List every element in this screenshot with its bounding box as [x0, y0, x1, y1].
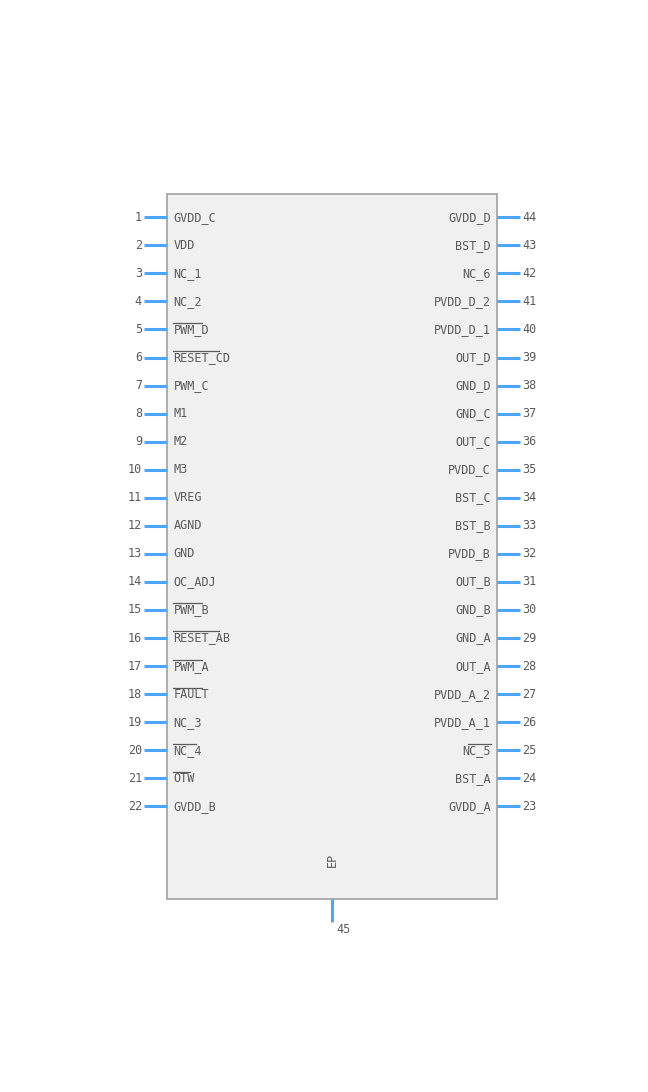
Text: PVDD_A_1: PVDD_A_1 [434, 715, 491, 728]
Text: M3: M3 [174, 463, 188, 476]
Text: BST_B: BST_B [455, 520, 491, 532]
Text: 42: 42 [522, 266, 537, 280]
Text: VDD: VDD [174, 239, 195, 252]
Text: 5: 5 [135, 323, 142, 336]
Text: OTW: OTW [174, 772, 195, 785]
Text: NC_5: NC_5 [462, 744, 491, 757]
Text: M1: M1 [174, 407, 188, 420]
Text: 16: 16 [128, 631, 142, 644]
Text: 6: 6 [135, 351, 142, 364]
Text: 36: 36 [522, 436, 537, 448]
Text: EP: EP [325, 853, 339, 867]
Text: 34: 34 [522, 491, 537, 505]
Text: 44: 44 [522, 211, 537, 224]
Text: GND: GND [174, 547, 195, 560]
Text: RESET_AB: RESET_AB [174, 631, 231, 644]
Text: PVDD_C: PVDD_C [448, 463, 491, 476]
Text: OUT_B: OUT_B [455, 575, 491, 589]
Text: GVDD_C: GVDD_C [174, 211, 216, 224]
Text: 11: 11 [128, 491, 142, 505]
Text: PVDD_D_1: PVDD_D_1 [434, 323, 491, 336]
Text: 30: 30 [522, 604, 537, 617]
Text: PWM_D: PWM_D [174, 323, 209, 336]
Text: 33: 33 [522, 520, 537, 532]
Text: 23: 23 [522, 799, 537, 812]
Text: PWM_C: PWM_C [174, 379, 209, 392]
Text: AGND: AGND [174, 520, 202, 532]
Text: 38: 38 [522, 379, 537, 392]
Text: NC_3: NC_3 [174, 715, 202, 728]
Text: 24: 24 [522, 772, 537, 785]
Bar [167, 194, 497, 899]
Text: OC_ADJ: OC_ADJ [174, 575, 216, 589]
Text: RESET_CD: RESET_CD [174, 351, 231, 364]
Text: 13: 13 [128, 547, 142, 560]
Text: PVDD_B: PVDD_B [448, 547, 491, 560]
Text: 12: 12 [128, 520, 142, 532]
Text: PVDD_D_2: PVDD_D_2 [434, 295, 491, 308]
Text: 2: 2 [135, 239, 142, 252]
Text: NC_2: NC_2 [174, 295, 202, 308]
Text: 9: 9 [135, 436, 142, 448]
Text: 26: 26 [522, 715, 537, 728]
Text: PVDD_A_2: PVDD_A_2 [434, 688, 491, 701]
Text: OUT_D: OUT_D [455, 351, 491, 364]
Text: GND_D: GND_D [455, 379, 491, 392]
Text: 27: 27 [522, 688, 537, 701]
Text: GVDD_B: GVDD_B [174, 799, 216, 812]
Text: 3: 3 [135, 266, 142, 280]
Text: 25: 25 [522, 744, 537, 757]
Text: GVDD_A: GVDD_A [448, 799, 491, 812]
Text: PWM_B: PWM_B [174, 604, 209, 617]
Text: NC_4: NC_4 [174, 744, 202, 757]
Text: OUT_C: OUT_C [455, 436, 491, 448]
Text: NC_6: NC_6 [462, 266, 491, 280]
Text: VREG: VREG [174, 491, 202, 505]
Text: 40: 40 [522, 323, 537, 336]
Text: 32: 32 [522, 547, 537, 560]
Text: 4: 4 [135, 295, 142, 308]
Text: GND_B: GND_B [455, 604, 491, 617]
Text: 19: 19 [128, 715, 142, 728]
Text: PWM_A: PWM_A [174, 660, 209, 673]
Text: FAULT: FAULT [174, 688, 209, 701]
Text: BST_A: BST_A [455, 772, 491, 785]
Text: 39: 39 [522, 351, 537, 364]
Text: 8: 8 [135, 407, 142, 420]
Text: 43: 43 [522, 239, 537, 252]
Text: 28: 28 [522, 660, 537, 673]
Text: GVDD_D: GVDD_D [448, 211, 491, 224]
Text: 35: 35 [522, 463, 537, 476]
Text: 17: 17 [128, 660, 142, 673]
Text: BST_C: BST_C [455, 491, 491, 505]
Text: BST_D: BST_D [455, 239, 491, 252]
Text: 7: 7 [135, 379, 142, 392]
Text: 18: 18 [128, 688, 142, 701]
Text: 20: 20 [128, 744, 142, 757]
Text: 29: 29 [522, 631, 537, 644]
Text: 21: 21 [128, 772, 142, 785]
Text: 37: 37 [522, 407, 537, 420]
Text: 10: 10 [128, 463, 142, 476]
Text: M2: M2 [174, 436, 188, 448]
Text: 14: 14 [128, 575, 142, 589]
Text: 45: 45 [336, 924, 350, 936]
Text: OUT_A: OUT_A [455, 660, 491, 673]
Text: 41: 41 [522, 295, 537, 308]
Text: 15: 15 [128, 604, 142, 617]
Text: 1: 1 [135, 211, 142, 224]
Text: 31: 31 [522, 575, 537, 589]
Text: 22: 22 [128, 799, 142, 812]
Text: GND_A: GND_A [455, 631, 491, 644]
Text: NC_1: NC_1 [174, 266, 202, 280]
Text: GND_C: GND_C [455, 407, 491, 420]
